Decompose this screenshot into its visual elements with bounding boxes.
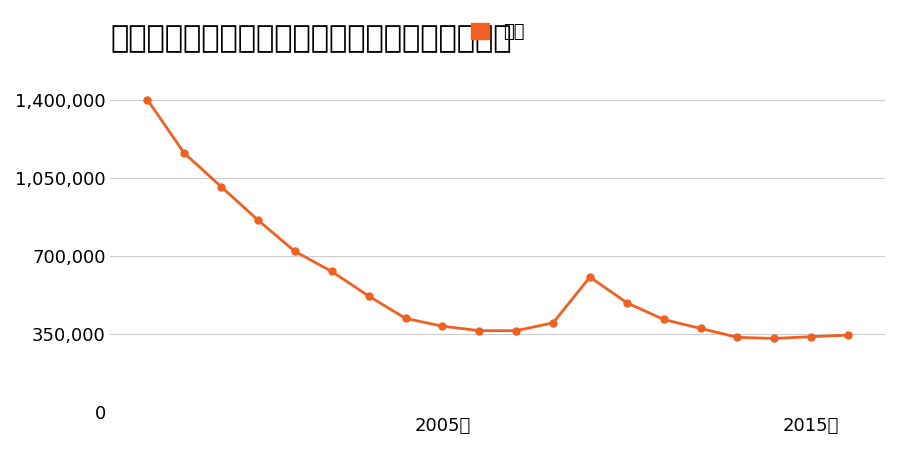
Text: 宮城県仙台市青葉区五橋１丁目１番３の地価推移: 宮城県仙台市青葉区五橋１丁目１番３の地価推移 (111, 24, 512, 54)
Legend: 価格: 価格 (464, 15, 532, 48)
